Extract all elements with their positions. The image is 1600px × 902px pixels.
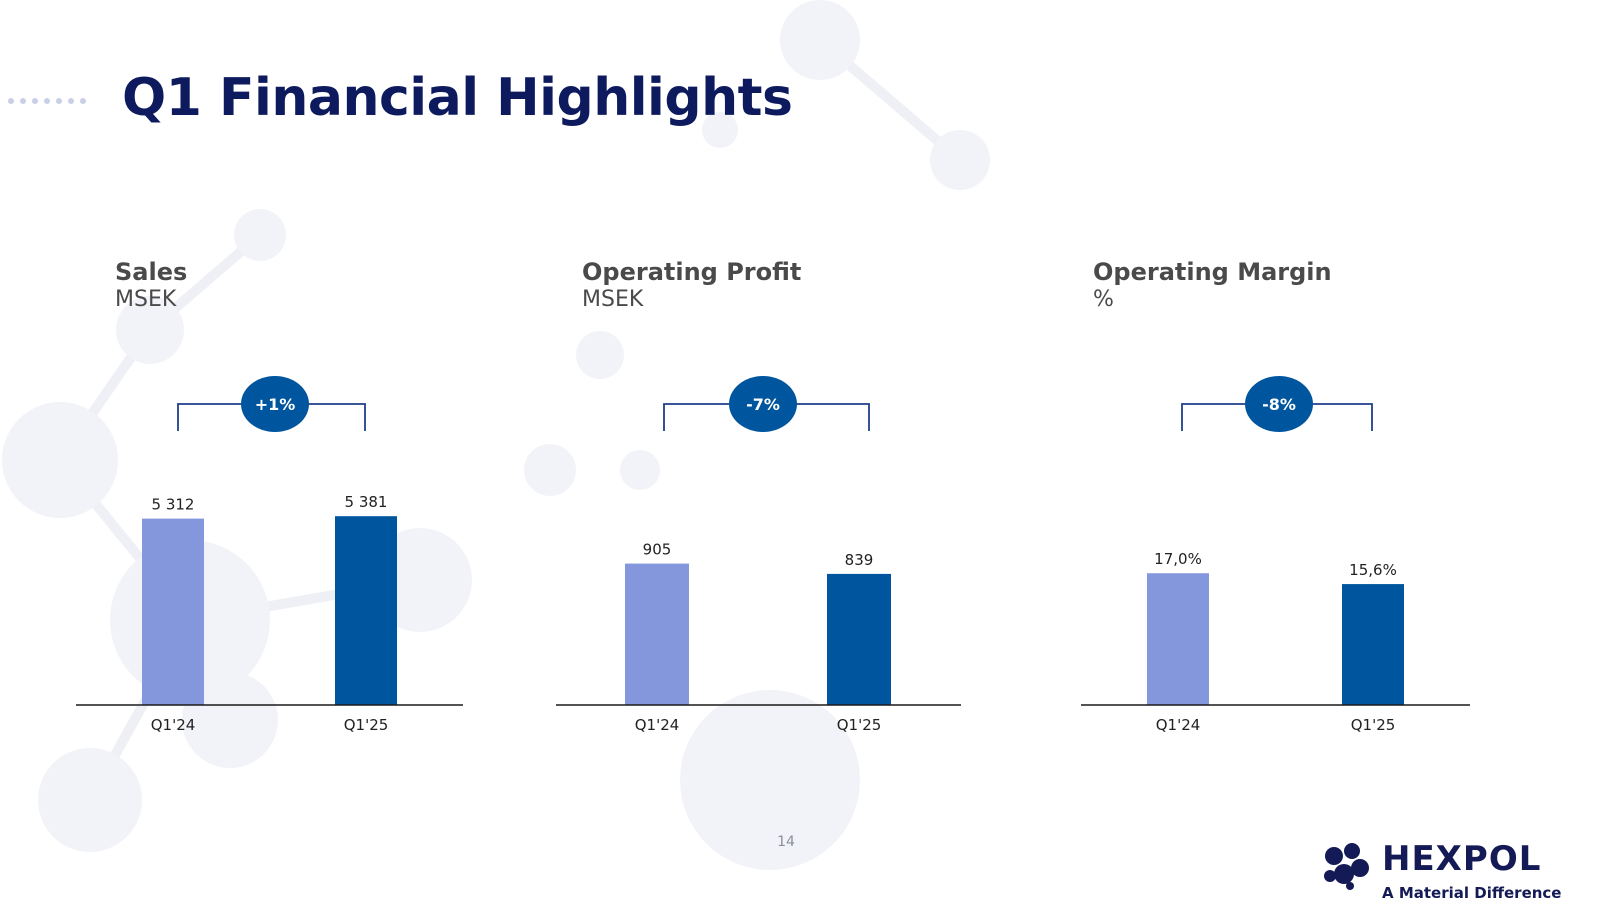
page-number: 14 xyxy=(777,834,795,850)
operating-margin-panel-header: Operating Margin % xyxy=(1093,258,1332,314)
sales-heading: Sales xyxy=(115,258,188,286)
sales-data-label-1: 5 381 xyxy=(345,493,388,511)
operating-margin-category-label-0: Q1'24 xyxy=(1156,716,1201,734)
sales-panel-header: Sales MSEK xyxy=(115,258,187,314)
operating-margin-bar-1 xyxy=(1342,584,1404,705)
operating-profit-category-label-0: Q1'24 xyxy=(635,716,680,734)
operating-margin-bar-0 xyxy=(1147,573,1209,705)
sales-category-label-1: Q1'25 xyxy=(344,716,389,734)
page-title: Q1 Financial Highlights xyxy=(122,68,793,128)
sales-change-label: +1% xyxy=(255,395,296,414)
operating-margin-category-label-1: Q1'25 xyxy=(1351,716,1396,734)
logo-tagline: A Material Difference xyxy=(1382,884,1562,902)
operating-profit-bar-0 xyxy=(625,563,689,705)
operating-profit-unit: MSEK xyxy=(582,287,644,312)
sales-category-label-0: Q1'24 xyxy=(151,716,196,734)
operating-profit-category-label-1: Q1'25 xyxy=(837,716,882,734)
logo-wordmark: HEXPOL xyxy=(1382,839,1542,879)
operating-profit-change-badge xyxy=(729,376,797,432)
operating-profit-bar-1 xyxy=(827,573,891,705)
sales-bar-1 xyxy=(335,516,397,705)
sales-bar-0 xyxy=(142,518,204,705)
operating-profit-heading: Operating Profit xyxy=(582,258,802,286)
hexpol-logo: HEXPOL A Material Difference xyxy=(1322,842,1582,902)
operating-profit-panel-header: Operating Profit MSEK xyxy=(582,258,801,314)
operating-margin-heading: Operating Margin xyxy=(1093,258,1332,286)
sales-change-badge xyxy=(241,376,309,432)
operating-margin-change-badge xyxy=(1245,376,1313,432)
title-decoration-dots xyxy=(8,98,86,104)
operating-margin-data-label-1: 15,6% xyxy=(1349,561,1397,579)
hexpol-logo-icon xyxy=(1324,843,1369,890)
operating-profit-data-label-0: 905 xyxy=(643,541,672,559)
operating-profit-change-label: -7% xyxy=(746,395,780,414)
operating-margin-data-label-0: 17,0% xyxy=(1154,550,1202,568)
operating-margin-unit: % xyxy=(1093,287,1114,312)
sales-unit: MSEK xyxy=(115,287,177,312)
sales-data-label-0: 5 312 xyxy=(152,496,195,514)
operating-margin-change-label: -8% xyxy=(1262,395,1296,414)
operating-profit-data-label-1: 839 xyxy=(845,551,874,569)
